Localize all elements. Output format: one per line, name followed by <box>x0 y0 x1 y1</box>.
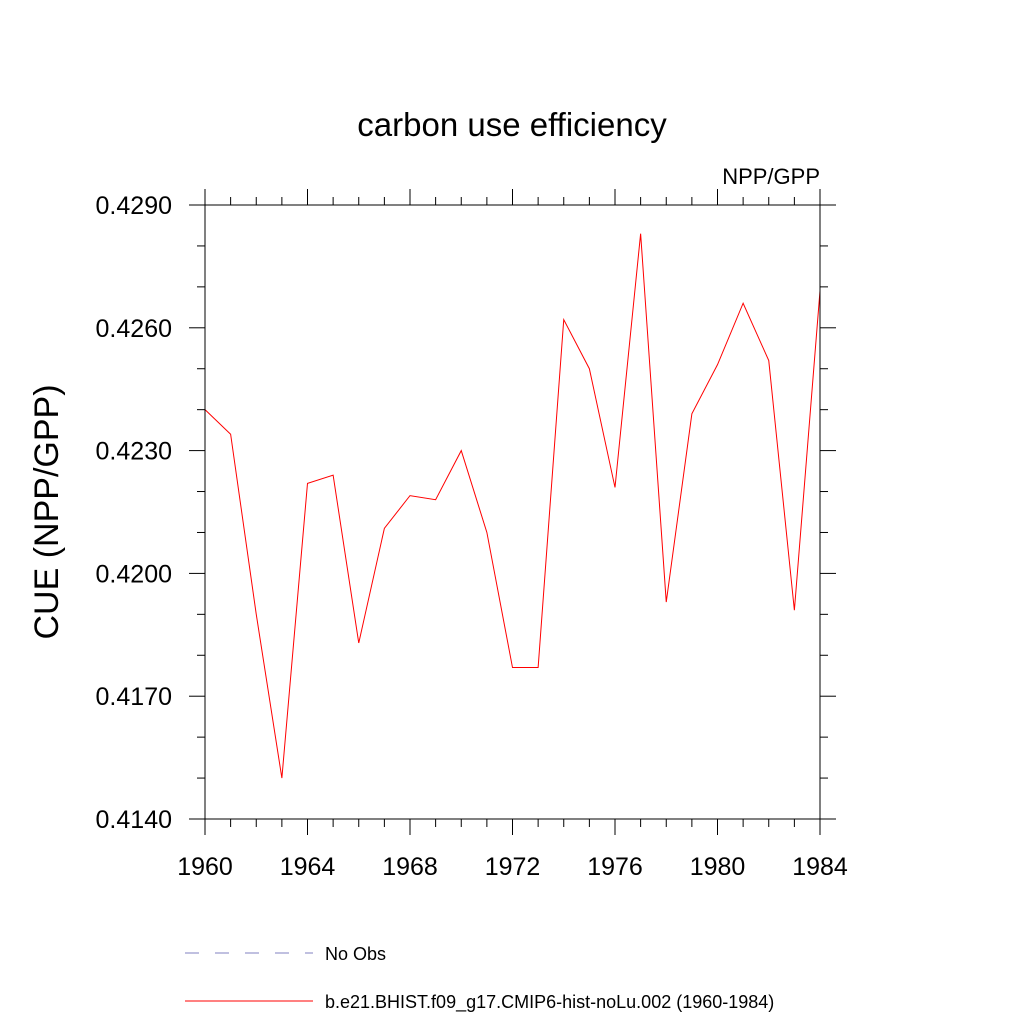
y-tick-label: 0.4230 <box>96 438 172 466</box>
x-tick-label: 1980 <box>690 853 746 881</box>
legend-label-no-obs: No Obs <box>325 944 386 964</box>
legend: No Obs b.e21.BHIST.f09_g17.CMIP6-hist-no… <box>185 944 774 1013</box>
y-tick-label: 0.4260 <box>96 315 172 343</box>
series-group <box>204 233 821 779</box>
x-tick-label: 1976 <box>587 853 643 881</box>
y-axis-label: CUE (NPP/GPP) <box>28 384 66 639</box>
x-tick-label: 1972 <box>485 853 541 881</box>
x-tick-label: 1964 <box>280 853 336 881</box>
plot-frame <box>204 204 821 820</box>
chart-subtitle: NPP/GPP <box>722 164 820 189</box>
x-tick-label: 1960 <box>177 853 233 881</box>
tick-labels: 1960 1964 1968 1972 1976 1980 1984 0.4140 0.4170… <box>96 192 848 881</box>
y-tick-label: 0.4290 <box>96 192 172 220</box>
chart-title: carbon use efficiency <box>357 106 667 143</box>
axis-ticks <box>189 189 836 835</box>
series-line <box>204 233 821 779</box>
y-tick-label: 0.4140 <box>96 806 172 834</box>
x-tick-label: 1984 <box>792 853 848 881</box>
x-tick-label: 1968 <box>382 853 438 881</box>
legend-label-model: b.e21.BHIST.f09_g17.CMIP6-hist-noLu.002 … <box>325 992 774 1013</box>
y-tick-label: 0.4200 <box>96 560 172 588</box>
y-tick-label: 0.4170 <box>96 683 172 711</box>
